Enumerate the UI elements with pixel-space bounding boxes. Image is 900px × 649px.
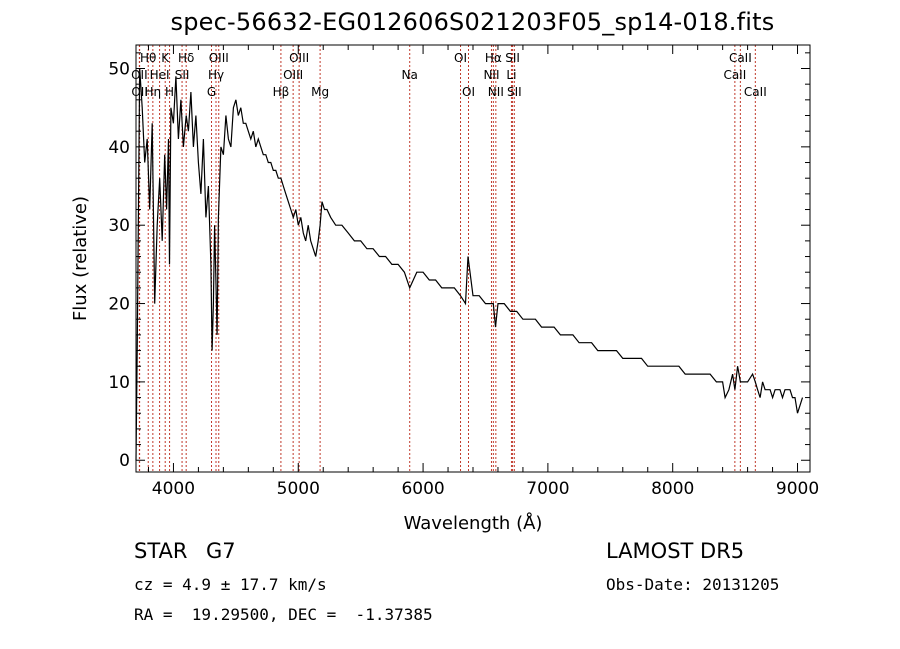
survey-name: LAMOST DR5	[606, 539, 745, 563]
reference-line-label: NII	[483, 68, 499, 82]
reference-line-label: Hη	[145, 85, 162, 99]
redshift-cz: cz = 4.9 ± 17.7 km/s	[134, 575, 327, 594]
reference-line-label: CaII	[729, 51, 752, 65]
y-axis-label: Flux (relative)	[70, 196, 91, 321]
x-tick-label: 4000	[152, 479, 195, 499]
reference-line-label: OI	[454, 51, 467, 65]
reference-line-label: H	[165, 85, 174, 99]
y-tick-label: 50	[108, 60, 130, 80]
reference-line-label: Hδ	[178, 51, 194, 65]
x-tick-label: 9000	[776, 479, 819, 499]
y-tick-label: 0	[119, 451, 130, 471]
reference-line-label: SII	[175, 68, 190, 82]
reference-line-label: Hγ	[208, 68, 224, 82]
reference-line-label: Hα	[485, 51, 502, 65]
x-tick-label: 8000	[651, 479, 694, 499]
y-tick-label: 30	[108, 216, 130, 236]
y-tick-label: 20	[108, 295, 130, 315]
observation-date: Obs-Date: 20131205	[606, 575, 780, 594]
reference-lines	[138, 45, 756, 472]
spectrum-series-line	[135, 68, 804, 461]
reference-line-label: CaII	[744, 85, 767, 99]
reference-line-label: Na	[402, 68, 418, 82]
ra-dec-coordinates: RA = 19.29500, DEC = -1.37385	[134, 605, 433, 624]
object-class: STAR	[134, 539, 188, 563]
object-subclass: G7	[206, 539, 236, 563]
reference-line-label: CaII	[723, 68, 746, 82]
x-tick-label: 6000	[401, 479, 444, 499]
reference-line-label: OIII	[209, 51, 229, 65]
x-axis-ticks: 4000 5000 6000 7000 8000 9000	[147, 45, 819, 499]
reference-line-label: Mg	[311, 85, 329, 99]
y-axis-ticks: 0 10 20 30 40 50	[108, 52, 810, 471]
y-tick-label: 10	[108, 373, 130, 393]
reference-line-label: SII	[507, 85, 522, 99]
x-tick-label: 7000	[526, 479, 569, 499]
reference-line-label: OIII	[283, 68, 303, 82]
reference-line-label: SII	[505, 51, 520, 65]
reference-line-label: HeI	[150, 68, 170, 82]
x-axis-label: Wavelength (Å)	[404, 512, 543, 534]
reference-line-label: OI	[462, 85, 475, 99]
reference-line-label: NII	[488, 85, 504, 99]
reference-line-label: K	[161, 51, 170, 65]
reference-line-label: OIII	[289, 51, 309, 65]
reference-line-label: G	[207, 85, 216, 99]
x-tick-label: 5000	[277, 479, 320, 499]
y-tick-label: 40	[108, 138, 130, 158]
reference-line-label: Hθ	[140, 51, 156, 65]
reference-line-label: Li	[506, 68, 516, 82]
chart-title: spec-56632-EG012606S021203F05_sp14-018.f…	[170, 8, 775, 36]
reference-line-label: Hβ	[273, 85, 290, 99]
